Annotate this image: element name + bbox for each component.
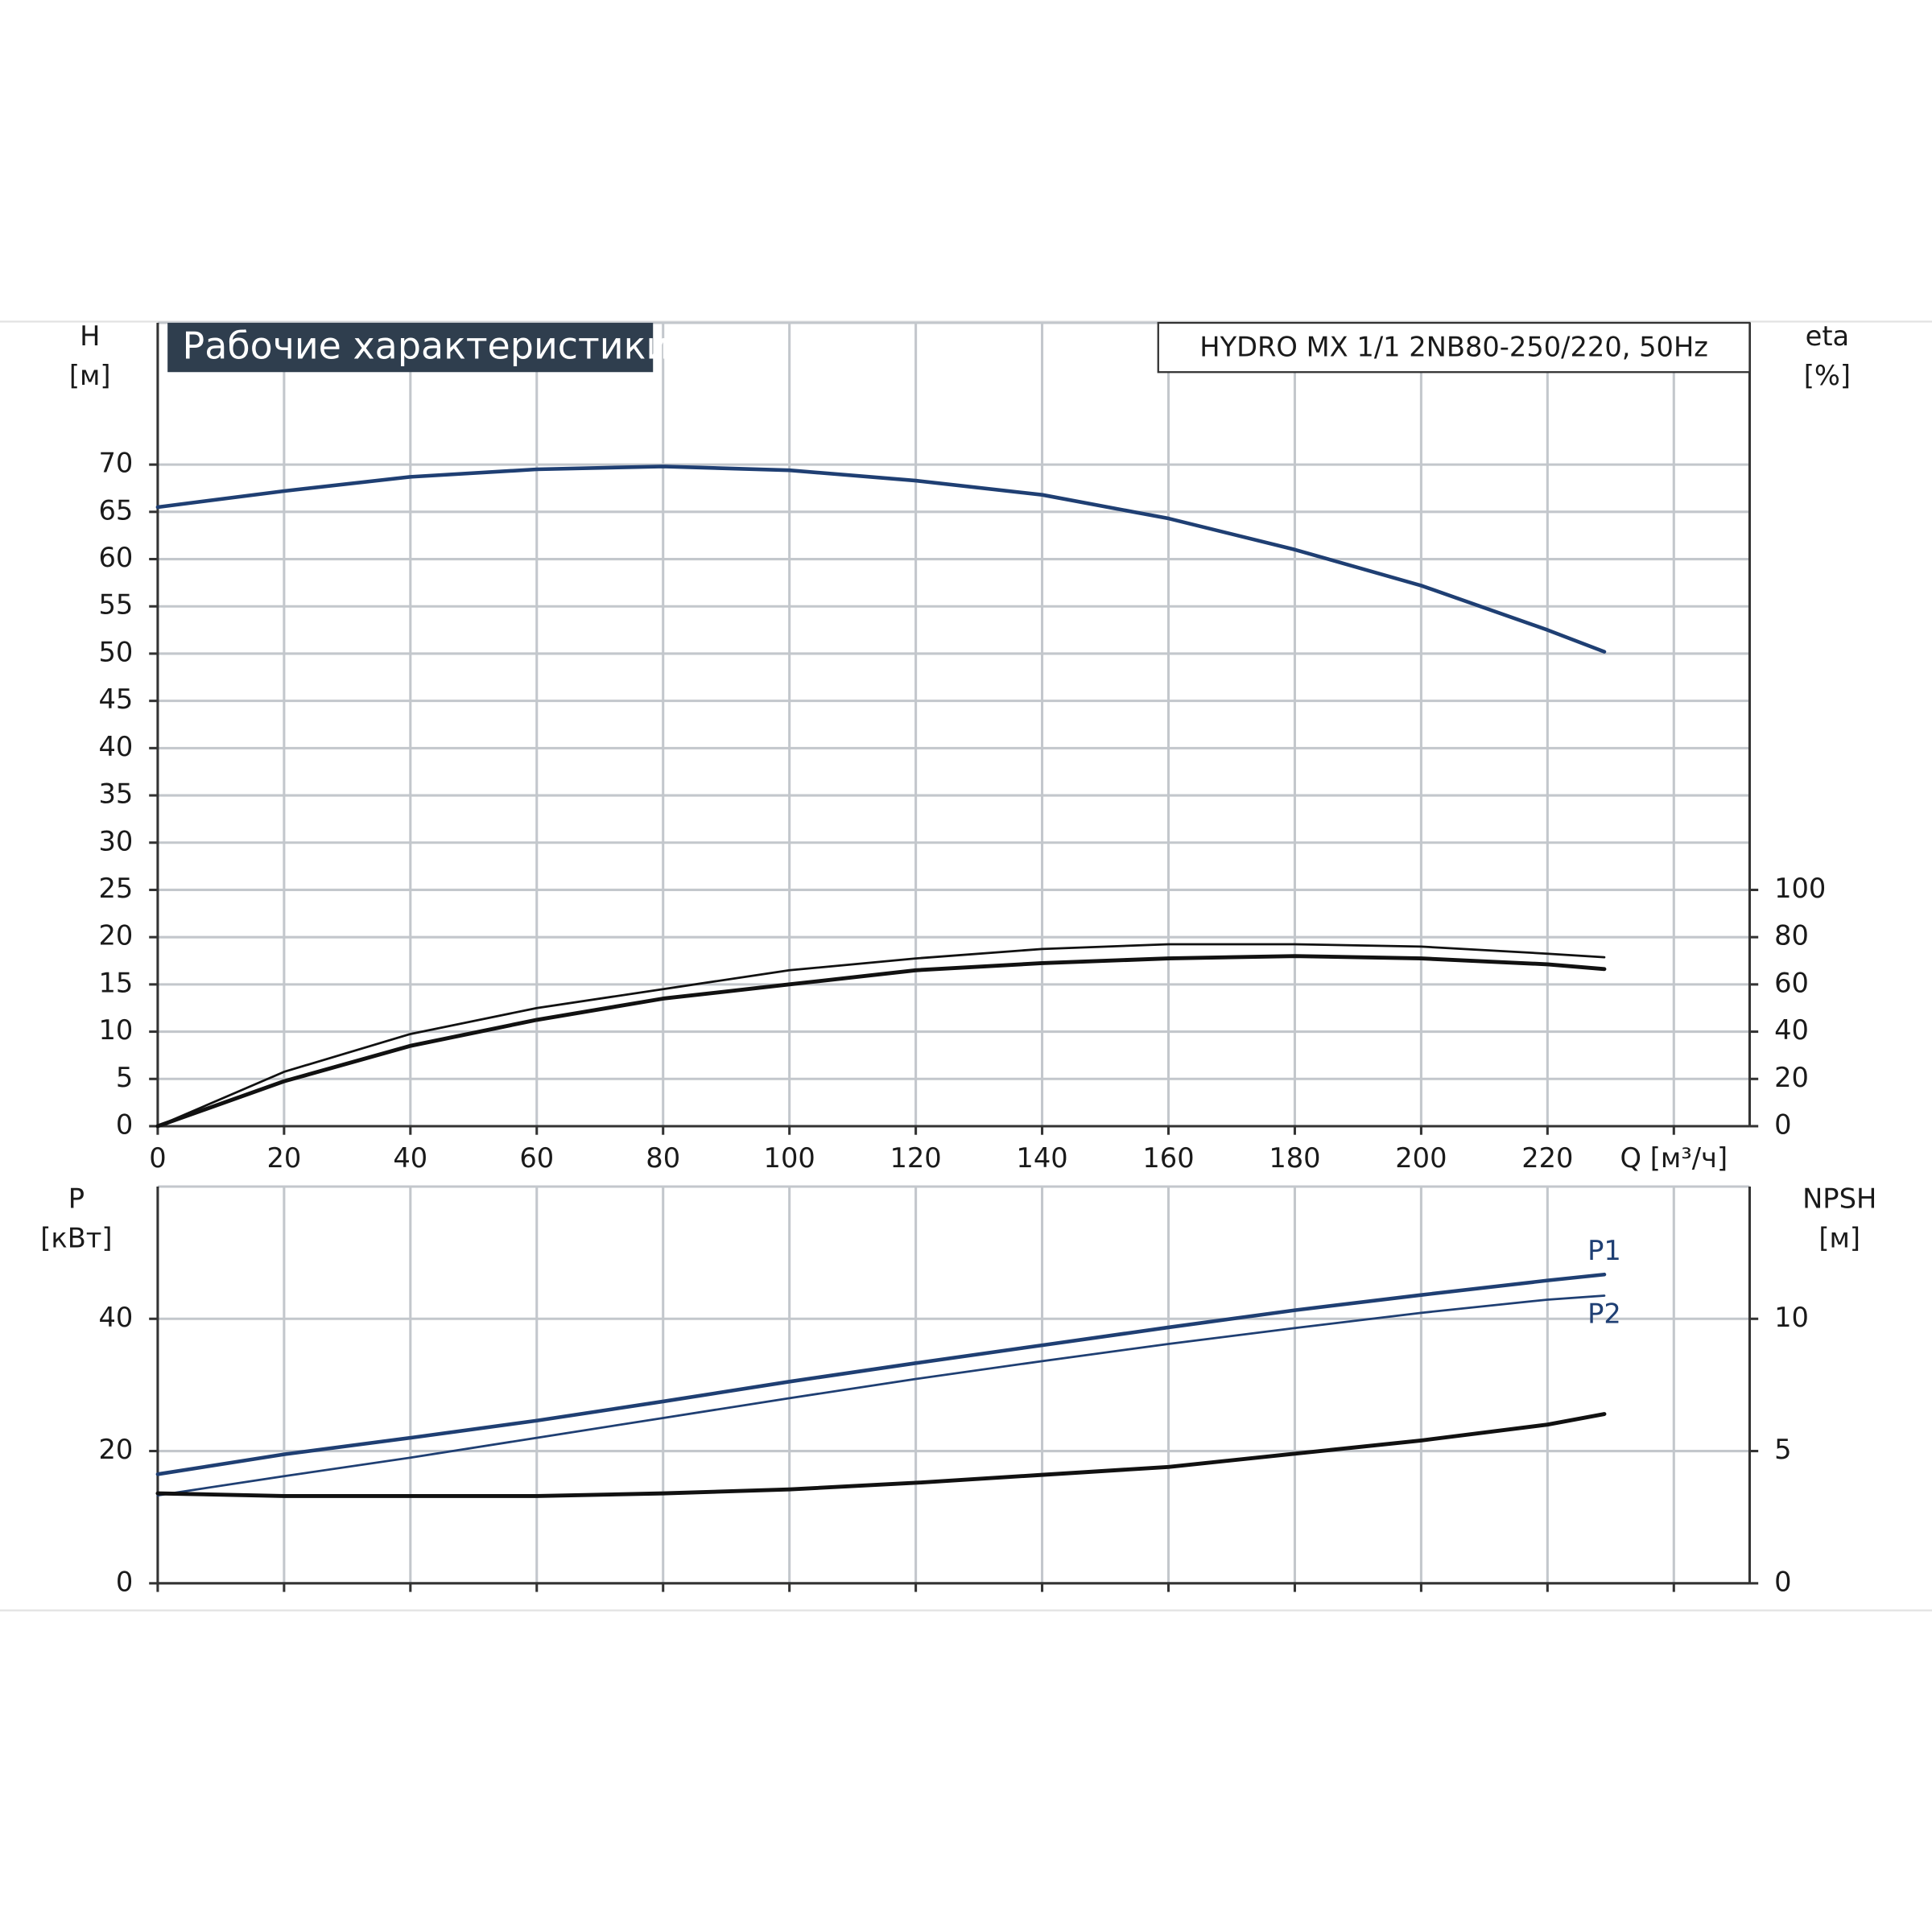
- x-tick-label: 180: [1269, 1142, 1320, 1174]
- series-line: [155, 1412, 1607, 1498]
- y2-tick-label: 20: [1774, 1062, 1809, 1093]
- x-tick-label: 100: [764, 1142, 815, 1174]
- y-tick-label: 55: [98, 589, 133, 621]
- y-axis-label: P: [68, 1183, 85, 1214]
- y2-tick-label: 80: [1774, 920, 1809, 952]
- x-tick-label: 140: [1016, 1142, 1067, 1174]
- chart-subtitle: HYDRO MX 1/1 2NB80-250/220, 50Hz: [1199, 332, 1708, 363]
- series-label: P2: [1587, 1298, 1621, 1330]
- y-axis-unit: [кВт]: [40, 1222, 112, 1253]
- series-line: [156, 943, 1606, 1128]
- y-tick-label: 45: [98, 683, 133, 715]
- y-tick-label: 20: [98, 1434, 133, 1465]
- series-line: [155, 1272, 1607, 1476]
- y2-tick-label: 10: [1774, 1302, 1809, 1333]
- y-tick-label: 25: [98, 873, 133, 904]
- x-tick-label: 160: [1142, 1142, 1194, 1174]
- y2-axis-unit: [%]: [1804, 360, 1851, 391]
- y2-tick-label: 100: [1774, 873, 1826, 904]
- x-tick-label: 120: [890, 1142, 941, 1174]
- series-line: [155, 464, 1607, 654]
- y2-tick-label: 60: [1774, 967, 1809, 998]
- y-tick-label: 65: [98, 494, 133, 526]
- y2-axis-label: NPSH: [1802, 1183, 1876, 1214]
- y2-tick-label: 40: [1774, 1014, 1809, 1046]
- y-tick-label: 0: [116, 1566, 133, 1597]
- y-tick-label: 60: [98, 542, 133, 573]
- x-tick-label: 80: [646, 1142, 680, 1174]
- y-tick-label: 30: [98, 825, 133, 857]
- x-tick-label: 40: [393, 1142, 427, 1174]
- y-tick-label: 70: [98, 448, 133, 479]
- series-line: [156, 1294, 1606, 1496]
- y2-axis-label: eta: [1806, 320, 1850, 352]
- y-tick-label: 20: [98, 920, 133, 952]
- text-layer: Рабочие характеристики HYDRO MX 1/1 2NB8…: [40, 320, 1876, 1597]
- x-tick-label: 0: [149, 1142, 166, 1174]
- y-tick-label: 0: [116, 1108, 133, 1140]
- x-tick-label: 200: [1395, 1142, 1447, 1174]
- y-tick-label: 40: [98, 1302, 133, 1333]
- chart-title: Рабочие характеристики: [183, 324, 671, 368]
- y-tick-label: 50: [98, 636, 133, 667]
- y-axis-unit: [м]: [69, 360, 111, 391]
- title-box: [167, 323, 654, 373]
- y-tick-label: 35: [98, 778, 133, 810]
- y2-axis-unit: [м]: [1818, 1222, 1860, 1253]
- y2-tick-label: 0: [1774, 1108, 1791, 1140]
- y-tick-label: 5: [116, 1062, 133, 1093]
- y-tick-label: 10: [98, 1014, 133, 1046]
- series-line: [155, 954, 1607, 1129]
- grid-layer: [149, 321, 1759, 1592]
- x-tick-label: 60: [519, 1142, 554, 1174]
- subtitle-box: [1157, 321, 1751, 374]
- x-tick-label: 20: [266, 1142, 301, 1174]
- y-tick-label: 15: [98, 967, 133, 998]
- y-tick-label: 40: [98, 731, 133, 762]
- y-axis-label: H: [80, 320, 100, 352]
- series-label: P1: [1587, 1235, 1621, 1266]
- x-tick-label: Q [м³/ч]: [1620, 1142, 1728, 1174]
- y2-tick-label: 5: [1774, 1434, 1791, 1465]
- x-tick-label: 220: [1521, 1142, 1573, 1174]
- y2-tick-label: 0: [1774, 1566, 1791, 1597]
- series-layer: [155, 464, 1607, 1498]
